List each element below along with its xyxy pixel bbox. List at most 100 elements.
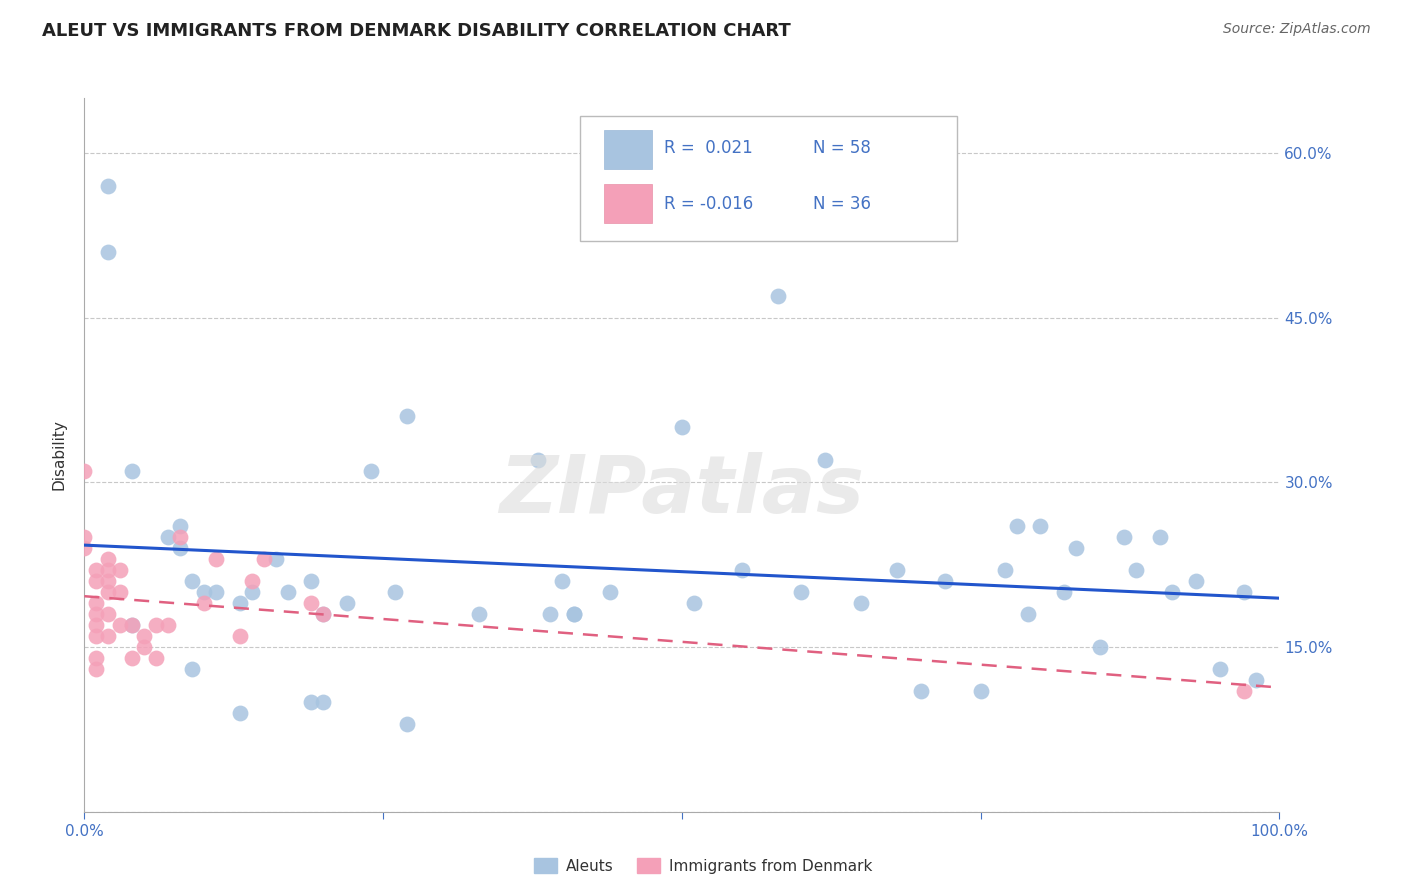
Point	[1184, 574, 1206, 589]
Point	[1112, 530, 1135, 544]
Point	[790, 585, 813, 599]
Point	[86, 618, 108, 632]
Point	[193, 585, 215, 599]
Point	[1029, 519, 1052, 533]
Point	[467, 607, 491, 621]
Point	[73, 530, 96, 544]
Point	[110, 618, 132, 632]
Y-axis label: Disability: Disability	[51, 419, 66, 491]
Point	[240, 585, 263, 599]
Point	[240, 574, 263, 589]
Point	[301, 574, 323, 589]
Point	[301, 596, 323, 610]
Text: R =  0.021: R = 0.021	[664, 139, 752, 157]
Point	[360, 464, 382, 478]
Point	[180, 662, 202, 676]
Point	[264, 552, 287, 566]
Point	[121, 464, 143, 478]
Point	[1018, 607, 1040, 621]
Point	[277, 585, 299, 599]
Bar	[605, 184, 652, 223]
Point	[193, 596, 215, 610]
Point	[814, 453, 837, 467]
Point	[683, 596, 704, 610]
FancyBboxPatch shape	[581, 116, 956, 241]
Point	[599, 585, 621, 599]
Point	[312, 695, 335, 709]
Legend: Aleuts, Immigrants from Denmark: Aleuts, Immigrants from Denmark	[527, 852, 879, 880]
Point	[993, 563, 1015, 577]
Point	[73, 464, 96, 478]
Point	[169, 541, 191, 556]
Point	[205, 552, 228, 566]
Point	[97, 552, 120, 566]
Point	[562, 607, 585, 621]
Point	[910, 684, 932, 698]
Point	[110, 585, 132, 599]
Point	[1088, 640, 1111, 654]
Point	[551, 574, 574, 589]
Point	[169, 530, 191, 544]
Point	[671, 420, 693, 434]
Point	[86, 563, 108, 577]
Point	[731, 563, 754, 577]
Point	[396, 409, 419, 424]
Point	[1125, 563, 1147, 577]
Point	[1232, 585, 1256, 599]
Point	[1160, 585, 1182, 599]
Point	[527, 453, 550, 467]
Point	[97, 607, 120, 621]
Point	[110, 563, 132, 577]
Point	[180, 574, 202, 589]
Point	[132, 629, 156, 643]
Point	[1066, 541, 1088, 556]
Point	[336, 596, 359, 610]
Point	[121, 651, 143, 665]
Point	[97, 563, 120, 577]
Point	[562, 607, 585, 621]
Point	[157, 530, 180, 544]
Text: Source: ZipAtlas.com: Source: ZipAtlas.com	[1223, 22, 1371, 37]
Point	[1053, 585, 1076, 599]
Text: ALEUT VS IMMIGRANTS FROM DENMARK DISABILITY CORRELATION CHART: ALEUT VS IMMIGRANTS FROM DENMARK DISABIL…	[42, 22, 792, 40]
Point	[97, 244, 120, 259]
Point	[157, 618, 180, 632]
Point	[228, 629, 252, 643]
Point	[97, 178, 120, 193]
Point	[886, 563, 908, 577]
Point	[132, 640, 156, 654]
Point	[121, 618, 143, 632]
Text: N = 58: N = 58	[813, 139, 872, 157]
Point	[934, 574, 956, 589]
Point	[205, 585, 228, 599]
Point	[849, 596, 872, 610]
Point	[1005, 519, 1028, 533]
Text: R = -0.016: R = -0.016	[664, 194, 754, 212]
Point	[970, 684, 993, 698]
Point	[1232, 684, 1256, 698]
Point	[384, 585, 406, 599]
Point	[73, 541, 96, 556]
Point	[312, 607, 335, 621]
Point	[121, 618, 143, 632]
Point	[396, 717, 419, 731]
Point	[86, 574, 108, 589]
Point	[86, 662, 108, 676]
Point	[86, 596, 108, 610]
Text: ZIPatlas: ZIPatlas	[499, 451, 865, 530]
Point	[312, 607, 335, 621]
Point	[253, 552, 276, 566]
Point	[1244, 673, 1267, 687]
Point	[1208, 662, 1232, 676]
Bar	[605, 130, 652, 169]
Point	[97, 574, 120, 589]
Point	[228, 596, 252, 610]
Point	[169, 519, 191, 533]
Point	[86, 629, 108, 643]
Point	[228, 706, 252, 720]
Text: N = 36: N = 36	[813, 194, 872, 212]
Point	[86, 651, 108, 665]
Point	[86, 607, 108, 621]
Point	[97, 585, 120, 599]
Point	[1149, 530, 1171, 544]
